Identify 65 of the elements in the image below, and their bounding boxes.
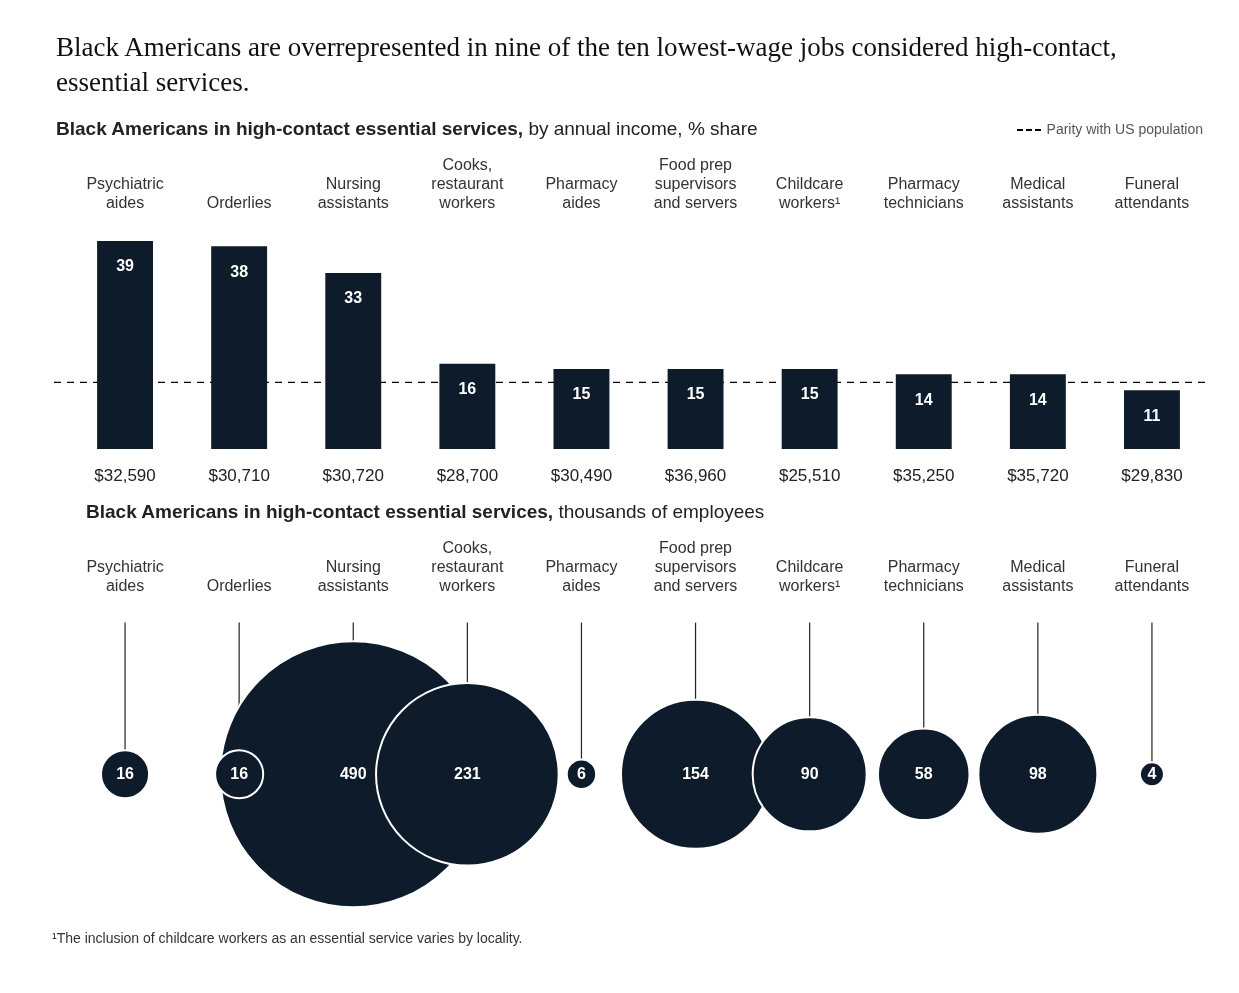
- x-tick-label: Medical assistants: [1002, 175, 1074, 212]
- x-tick-label: Pharmacy technicians: [883, 175, 964, 212]
- data-label: 154: [682, 764, 709, 782]
- bar: [781, 368, 838, 449]
- category-label: Psychiatric aides: [86, 558, 164, 595]
- text: $30,720: [322, 465, 384, 485]
- data-label: 15: [686, 385, 705, 403]
- x-tick-label: Nursing assistants: [317, 175, 389, 212]
- text: $29,830: [1121, 465, 1183, 485]
- data-label: 11: [1143, 406, 1161, 424]
- bar: [211, 246, 268, 449]
- category-label: Nursing assistants: [317, 558, 389, 595]
- data-label: 16: [116, 764, 135, 782]
- data-label: 14: [1028, 390, 1047, 408]
- bar: [97, 240, 153, 449]
- bar: [1123, 390, 1180, 449]
- data-label: 15: [800, 385, 819, 403]
- bar: [553, 368, 610, 449]
- text: $35,720: [1007, 465, 1069, 485]
- legend-label: Parity with US population: [1045, 121, 1203, 137]
- x-tick-label: Psychiatric aides: [86, 175, 164, 212]
- x-tick-label: Funeral attendants: [1114, 175, 1190, 212]
- data-label: 38: [230, 262, 249, 280]
- data-label: 4: [1147, 764, 1157, 782]
- bar: [325, 272, 382, 449]
- category-label: Funeral attendants: [1114, 558, 1190, 595]
- text: $25,510: [778, 465, 841, 485]
- x-tick-label: Childcare workers¹: [775, 175, 844, 212]
- category-label: Cooks, restaurant workers: [431, 539, 504, 595]
- data-label: 90: [800, 764, 819, 782]
- text: $32,590: [94, 465, 156, 485]
- data-label: 6: [577, 764, 586, 782]
- data-label: 490: [339, 764, 367, 782]
- text: $36,960: [664, 465, 727, 485]
- data-label: 98: [1028, 764, 1047, 782]
- text: $35,250: [893, 465, 955, 485]
- category-label: Food prep supervisors and servers: [653, 539, 738, 595]
- bar: [895, 374, 952, 449]
- x-tick-label: Food prep supervisors and servers: [653, 156, 738, 212]
- data-label: 231: [454, 764, 481, 782]
- data-label: 58: [914, 764, 933, 782]
- text: Black Americans in high-contact essential services, thousands of employees: [86, 501, 766, 524]
- text: $30,490: [550, 465, 613, 485]
- category-label: Pharmacy aides: [545, 558, 618, 595]
- category-label: Childcare workers¹: [775, 558, 844, 595]
- data-label: 14: [914, 390, 933, 408]
- category-label: Medical assistants: [1002, 558, 1074, 595]
- data-label: 39: [116, 257, 135, 275]
- bar: [1009, 374, 1066, 449]
- text: $28,700: [436, 465, 499, 485]
- chart-subtitle: Black Americans in high-contact essential services, by annual income, % share: [56, 118, 758, 139]
- data-label: 16: [458, 380, 477, 398]
- bar: [439, 363, 496, 449]
- x-tick-label: Cooks, restaurant workers: [431, 156, 504, 212]
- x-tick-label: Orderlies: [206, 194, 272, 212]
- text: ¹The inclusion of childcare workers as an essential service varies by locality.: [52, 930, 524, 946]
- x-tick-label: Pharmacy aides: [545, 175, 618, 212]
- data-label: 33: [344, 289, 363, 307]
- text: $30,710: [208, 465, 270, 485]
- category-label: Orderlies: [206, 577, 272, 595]
- category-label: Pharmacy technicians: [883, 558, 964, 595]
- chart-title: Black Americans are overrepresented in nine of the ten lowest-wage jobs considered high-contact, essential services.: [56, 31, 1118, 99]
- bar: [667, 368, 724, 449]
- data-label: 16: [230, 764, 249, 782]
- data-label: 15: [572, 385, 591, 403]
